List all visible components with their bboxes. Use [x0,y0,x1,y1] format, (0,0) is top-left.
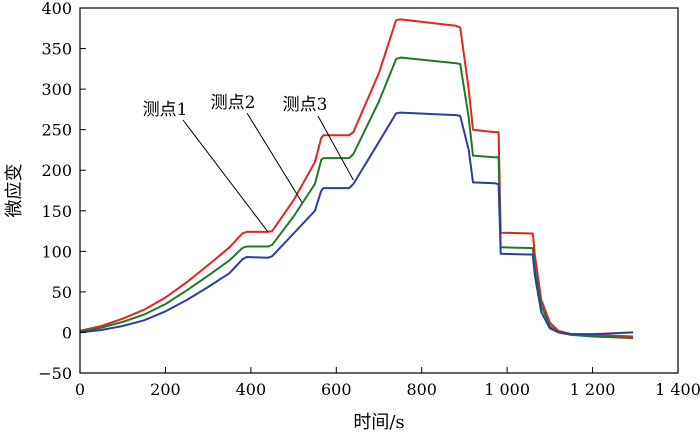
ticks-layer: 0 200 400 600 800 1 000 1 200 1 400−50050100150… [38,0,700,399]
annotation-layer: 测点1 测点2 测点3 [143,93,354,233]
series-line [79,56,634,340]
y-tick-label: 50 [52,283,72,302]
x-tick-label: 1 200 [570,380,616,399]
y-tick-label: 100 [41,242,72,261]
y-tick-label: 300 [41,80,72,99]
x-tick-label: 200 [150,380,181,399]
series-line [79,111,634,336]
y-tick-label: 350 [41,40,72,59]
annotation-leader-line [317,115,354,181]
x-tick-label: 1 000 [484,380,530,399]
series-layer [79,18,634,340]
y-tick-label: 150 [41,202,72,221]
annotation-leader-line [182,119,269,233]
x-tick-label: 1 400 [655,380,700,399]
x-axis-title: 时间/s [353,412,404,433]
x-tick-label: 600 [321,380,352,399]
annotation-label: 测点2 [211,93,256,113]
y-tick-label: −50 [38,364,72,383]
x-tick-label: 0 [75,380,85,399]
y-tick-label: 400 [41,0,72,18]
x-tick-label: 400 [236,380,267,399]
y-tick-label: 200 [41,161,72,180]
annotation-label: 测点3 [283,95,328,115]
y-axis-title: 微应变 [4,164,25,218]
x-tick-label: 800 [406,380,437,399]
annotation-label: 测点1 [143,100,188,120]
y-tick-label: 250 [41,121,72,140]
annotation-leader-line [246,112,303,203]
plot-frame [79,7,679,374]
y-tick-label: 0 [62,323,72,342]
